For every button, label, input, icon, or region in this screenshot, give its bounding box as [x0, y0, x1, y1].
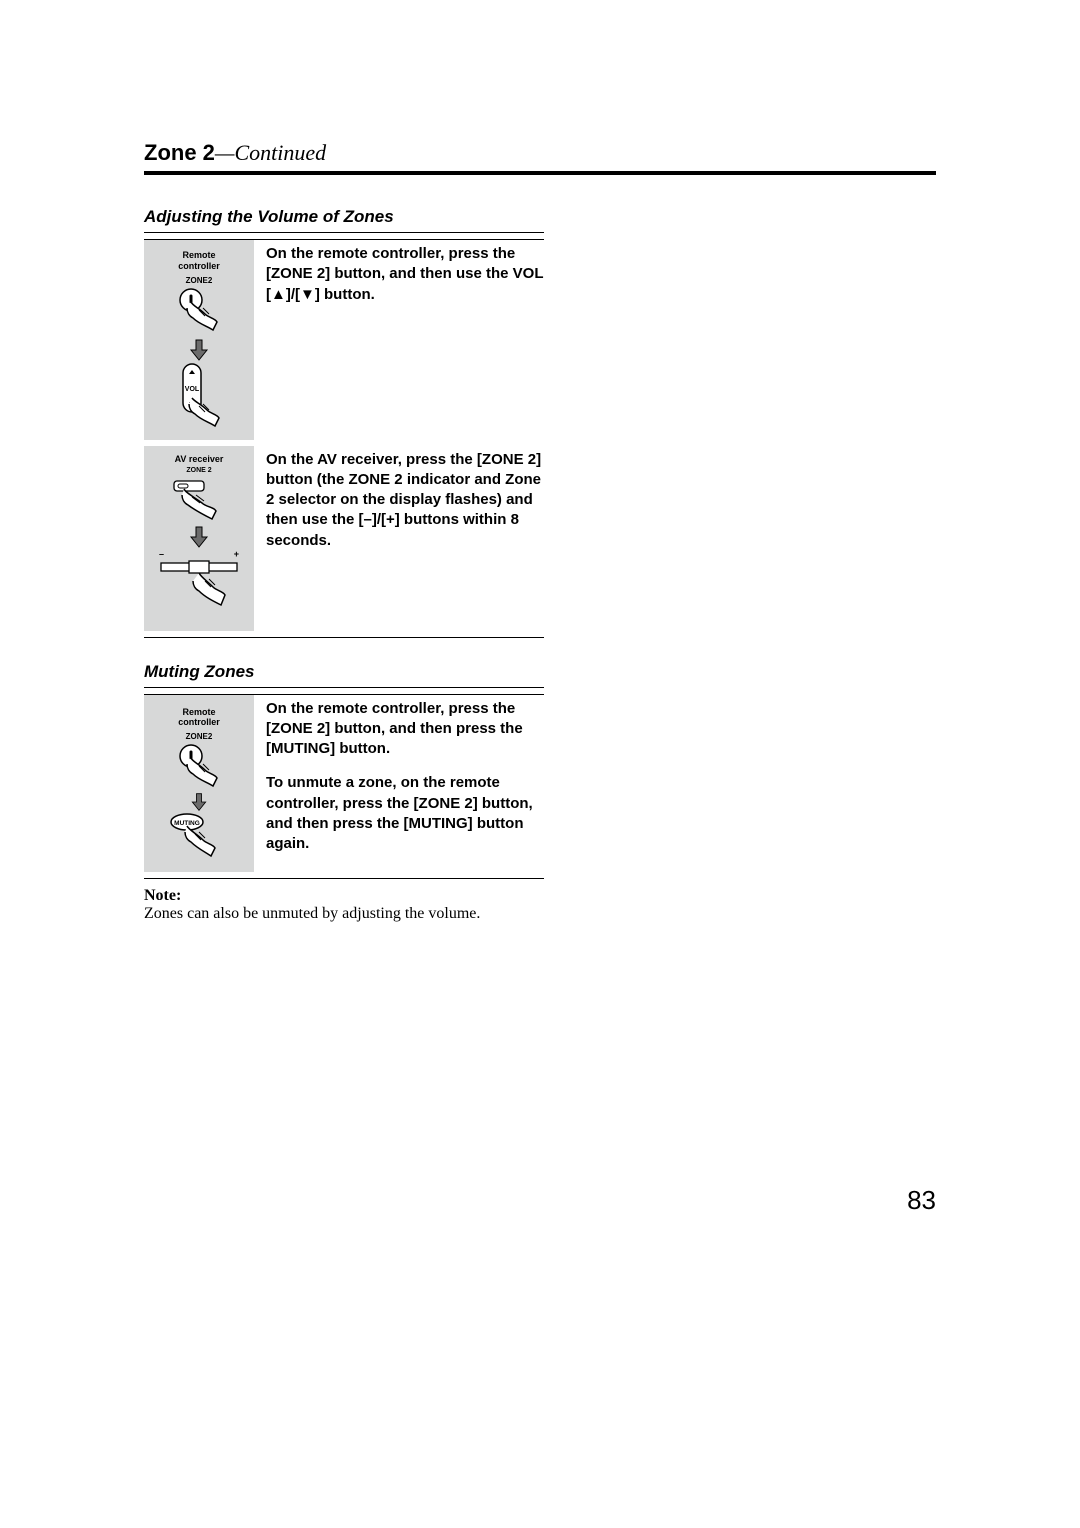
- press-zone2-icon: [169, 744, 229, 792]
- zone2-button-label: ZONE2: [186, 276, 213, 285]
- remote-controller-label: Remotecontroller: [178, 250, 220, 272]
- arrow-down-icon: [189, 338, 209, 362]
- minus-label: –: [159, 549, 164, 559]
- section1-remote-block: Remotecontroller ZONE2 VOL: [144, 240, 544, 440]
- note-label: Note:: [144, 887, 936, 905]
- press-muting-icon: MUTING: [167, 812, 231, 862]
- section1-av-block: AV receiver ZONE 2 – +: [144, 446, 544, 631]
- title-sep: —: [215, 140, 235, 165]
- section2-instruction1: On the remote controller, press the [ZON…: [266, 699, 544, 760]
- press-minus-plus-icon: [157, 559, 241, 617]
- press-zone2-icon: [169, 288, 229, 338]
- page-number: 83: [907, 1185, 936, 1216]
- av-receiver-label: AV receiver: [175, 454, 224, 464]
- title-italic: Continued: [234, 140, 326, 165]
- arrow-down-icon: [189, 525, 209, 549]
- title-bold: Zone 2: [144, 140, 215, 165]
- section2-heading: Muting Zones: [144, 662, 544, 688]
- zone2-button-label2: ZONE2: [186, 732, 213, 741]
- svg-text:MUTING: MUTING: [174, 820, 200, 827]
- press-vol-icon: VOL: [169, 362, 229, 432]
- av-zone2-label: ZONE 2: [186, 467, 211, 474]
- svg-text:VOL: VOL: [185, 386, 200, 393]
- plus-label: +: [234, 549, 239, 559]
- section2-instruction2: To unmute a zone, on the remote controll…: [266, 773, 544, 854]
- arrow-down-icon: [189, 792, 209, 812]
- page-title: Zone 2—Continued: [144, 140, 936, 175]
- note-body: Zones can also be unmuted by adjusting t…: [144, 905, 936, 923]
- section1-heading: Adjusting the Volume of Zones: [144, 207, 544, 233]
- section1-av-instruction: On the AV receiver, press the [ZONE 2] b…: [254, 446, 544, 551]
- press-av-zone2-icon: [164, 477, 234, 525]
- section1-remote-instruction: On the remote controller, press the [ZON…: [254, 240, 544, 305]
- section2-block: Remotecontroller ZONE2 MUTING: [144, 695, 544, 873]
- remote-controller-label2: Remotecontroller: [178, 707, 220, 729]
